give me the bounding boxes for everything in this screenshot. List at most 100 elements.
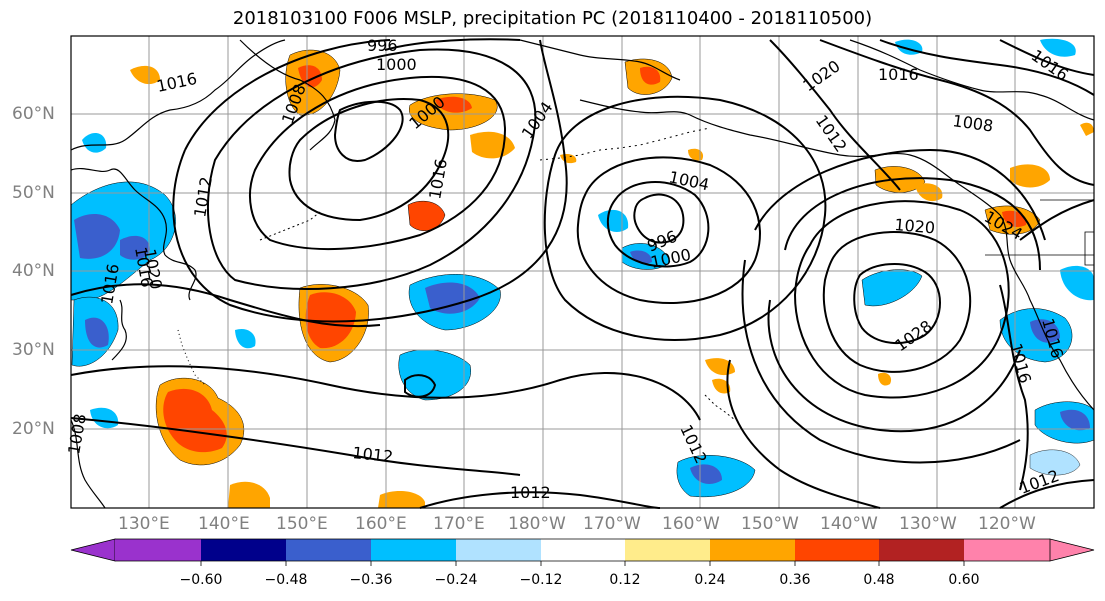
- precip-blob: [861, 269, 923, 307]
- isobar-label: 1000: [376, 55, 417, 74]
- isobar: [767, 299, 1021, 433]
- precip-blob: [598, 209, 629, 232]
- precip-blob: [688, 148, 704, 161]
- isobar: [576, 156, 761, 304]
- colorbar-tick-label: 0.24: [694, 572, 726, 588]
- isobar: [822, 231, 972, 373]
- precip-blob: [235, 328, 256, 349]
- lon-label: 130°W: [899, 514, 957, 534]
- precip-blob: [1029, 449, 1081, 476]
- colorbar-segment: [456, 539, 541, 561]
- isobar: [172, 39, 568, 323]
- isobar: [784, 177, 1041, 271]
- precip-blob: [378, 490, 425, 508]
- colorbar-segment: [879, 539, 964, 561]
- lon-label: 130°E: [118, 514, 170, 534]
- isobar: [206, 48, 537, 290]
- precip-blob: [1060, 265, 1094, 301]
- isobar: [543, 95, 827, 341]
- colorbar-tick-label: 0.60: [948, 572, 980, 588]
- lat-label: 30°N: [12, 340, 55, 360]
- colorbar-segment: [201, 539, 286, 561]
- precip-blob: [85, 317, 109, 348]
- colorbar-tick-label: 0.12: [609, 572, 641, 588]
- isobar: [249, 75, 507, 251]
- precip-blob: [228, 481, 270, 508]
- colorbar-segment: [371, 539, 456, 561]
- colorbar-tick-label: 0.48: [863, 572, 895, 588]
- precip-blob: [305, 292, 356, 349]
- lat-label: 60°N: [12, 104, 55, 124]
- colorbar-segment: [541, 539, 625, 561]
- isobar: [70, 365, 701, 421]
- isobar-label: 1020: [894, 215, 936, 237]
- isobar: [754, 148, 1046, 241]
- precip-blob: [130, 65, 160, 85]
- map-border: [70, 35, 1095, 509]
- isobar: [1019, 199, 1095, 241]
- isobar: [769, 39, 901, 191]
- lon-label: 170°W: [583, 514, 641, 534]
- colorbar-tick-label: −0.24: [434, 572, 478, 588]
- lon-label: 160°E: [355, 514, 407, 534]
- isobar: [288, 98, 450, 222]
- colorbar-tick-label: −0.48: [264, 572, 308, 588]
- colorbar-extend-low: [70, 538, 116, 562]
- isobar-label: 1012: [352, 443, 394, 466]
- isobar: [793, 200, 1010, 399]
- isobar: [999, 479, 1095, 509]
- lon-label: 180°W: [508, 514, 566, 534]
- isobar: [999, 39, 1095, 76]
- precip-blob: [407, 200, 446, 231]
- colorbar: [70, 538, 1095, 566]
- precip-blob: [1080, 122, 1094, 136]
- lon-label: 120°W: [978, 514, 1036, 534]
- colorbar-segment: [964, 539, 1050, 561]
- colorbar-tick-label: −0.60: [179, 572, 223, 588]
- island-chains: [177, 127, 736, 421]
- mslp-isobars: [70, 38, 1095, 509]
- precip-blob: [690, 464, 722, 484]
- isobar: [853, 263, 941, 345]
- lat-label: 20°N: [12, 419, 55, 439]
- precip-blob: [1060, 409, 1090, 431]
- precip-blob: [120, 235, 150, 260]
- isobar: [384, 38, 521, 51]
- precip-blob: [82, 133, 107, 153]
- lon-label: 150°W: [741, 514, 799, 534]
- colorbar-segment: [115, 539, 201, 561]
- isobar: [404, 374, 437, 398]
- isobar-label: 1016: [878, 65, 919, 84]
- precip-blob: [1002, 210, 1027, 228]
- colorbar-extend-high: [1049, 538, 1095, 562]
- isobar: [70, 283, 381, 328]
- precip-blob: [1030, 319, 1060, 343]
- isobar: [419, 491, 661, 509]
- precip-blob: [878, 372, 892, 386]
- isobar-label: 996: [367, 36, 398, 55]
- isobar: [633, 193, 685, 244]
- isobar: [184, 39, 391, 151]
- lon-label: 170°E: [433, 514, 485, 534]
- isobar: [879, 39, 1095, 96]
- colorbar-segment: [795, 539, 879, 561]
- colorbar-tick-label: −0.12: [519, 572, 563, 588]
- lon-label: 160°W: [662, 514, 720, 534]
- map-title: 2018103100 F006 MSLP, precipitation PC (…: [232, 8, 873, 29]
- isobar: [70, 417, 521, 476]
- lon-label: 150°E: [276, 514, 328, 534]
- precip-blob: [425, 282, 480, 314]
- precip-blob: [915, 183, 943, 202]
- isobar: [606, 181, 710, 268]
- lon-label: 140°E: [198, 514, 250, 534]
- lon-label: 140°W: [820, 514, 878, 534]
- precip-blob: [435, 96, 472, 113]
- isobar: [726, 359, 881, 509]
- precip-blob: [1010, 164, 1050, 188]
- lat-label: 50°N: [12, 183, 55, 203]
- lat-label: 40°N: [12, 261, 55, 281]
- colorbar-segment: [710, 539, 795, 561]
- isobar: [333, 100, 404, 162]
- colorbar-tick-label: 0.36: [779, 572, 811, 588]
